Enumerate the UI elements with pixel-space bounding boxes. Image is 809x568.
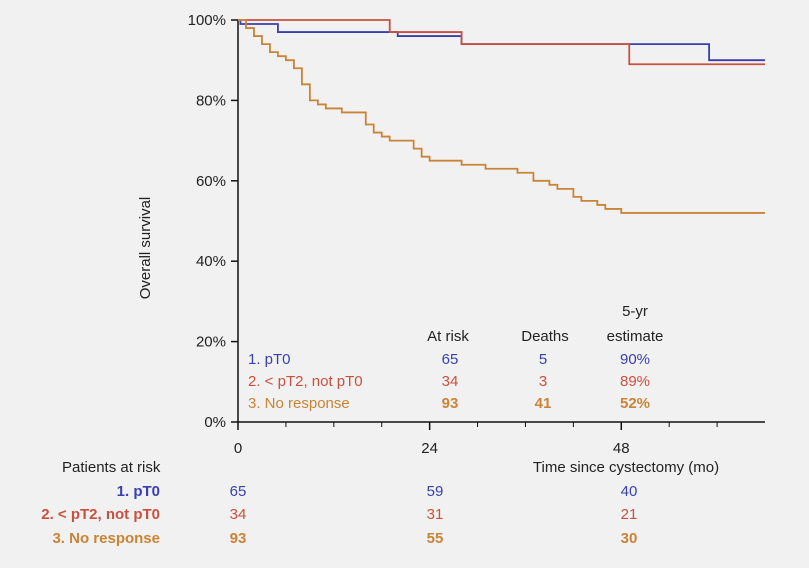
series-line-2-pt2-not-pt0: [238, 19, 765, 66]
risk-row-no-response-value-24: 55: [427, 530, 444, 547]
legend-header-5yr: 5-yr: [622, 303, 648, 320]
y-tick-label: 100%: [188, 12, 226, 29]
legend-row-pt0-deaths: 5: [539, 351, 547, 368]
legend-row-lt-pt2-estimate: 89%: [620, 373, 650, 390]
series-line-1-pt0: [238, 19, 765, 62]
risk-row-pt0-value-24: 59: [427, 483, 444, 500]
x-ticks: 0 24 48: [234, 422, 630, 457]
risk-row-pt0-label: 1. pT0: [117, 483, 160, 500]
legend-header-at-risk: At risk: [427, 328, 469, 345]
risk-row-lt-pt2-value-48: 21: [621, 506, 638, 523]
y-ticks: 0% 20% 40% 60% 80% 100%: [188, 12, 238, 431]
legend-row-no-response-label: 3. No response: [248, 395, 350, 412]
risk-row-lt-pt2-value-24: 31: [427, 506, 444, 523]
legend-row-lt-pt2-at-risk: 34: [442, 373, 459, 390]
risk-row-no-response-label: 3. No response: [52, 530, 160, 547]
risk-table: Patients at risk 1. pT0 65 59 40 2. < pT…: [41, 459, 637, 547]
legend-row-lt-pt2-deaths: 3: [539, 373, 547, 390]
risk-table-title: Patients at risk: [62, 459, 161, 476]
series-line-3-no-response: [238, 19, 765, 214]
risk-row-pt0-value-0: 65: [230, 483, 247, 500]
risk-row-no-response-value-0: 93: [230, 530, 247, 547]
legend-row-no-response-at-risk: 93: [442, 395, 459, 412]
y-axis-label: Overall survival: [137, 197, 154, 300]
legend-row-no-response-estimate: 52%: [620, 395, 650, 412]
legend-header-estimate: estimate: [607, 328, 664, 345]
x-minor-ticks: [285, 422, 718, 427]
legend-row-no-response-deaths: 41: [535, 395, 552, 412]
risk-row-lt-pt2-label: 2. < pT2, not pT0: [41, 506, 160, 523]
legend-table: At risk Deaths 5-yr estimate 1. pT0 65 5…: [248, 303, 663, 412]
legend-row-pt0-label: 1. pT0: [248, 351, 291, 368]
y-tick-label: 60%: [196, 173, 226, 190]
legend-row-pt0-estimate: 90%: [620, 351, 650, 368]
y-tick-label: 0%: [204, 414, 226, 431]
y-tick-label: 40%: [196, 253, 226, 270]
risk-row-pt0-value-48: 40: [621, 483, 638, 500]
legend-row-lt-pt2-label: 2. < pT2, not pT0: [248, 373, 363, 390]
x-tick-label: 0: [234, 440, 242, 457]
risk-row-no-response-value-48: 30: [621, 530, 638, 547]
x-axis-label: Time since cystectomy (mo): [533, 459, 719, 476]
x-tick-label: 48: [613, 440, 630, 457]
legend-header-deaths: Deaths: [521, 328, 569, 345]
risk-row-lt-pt2-value-0: 34: [230, 506, 247, 523]
x-tick-label: 24: [421, 440, 438, 457]
legend-row-pt0-at-risk: 65: [442, 351, 459, 368]
series-layer: [238, 19, 765, 214]
y-tick-label: 80%: [196, 92, 226, 109]
y-tick-label: 20%: [196, 334, 226, 351]
